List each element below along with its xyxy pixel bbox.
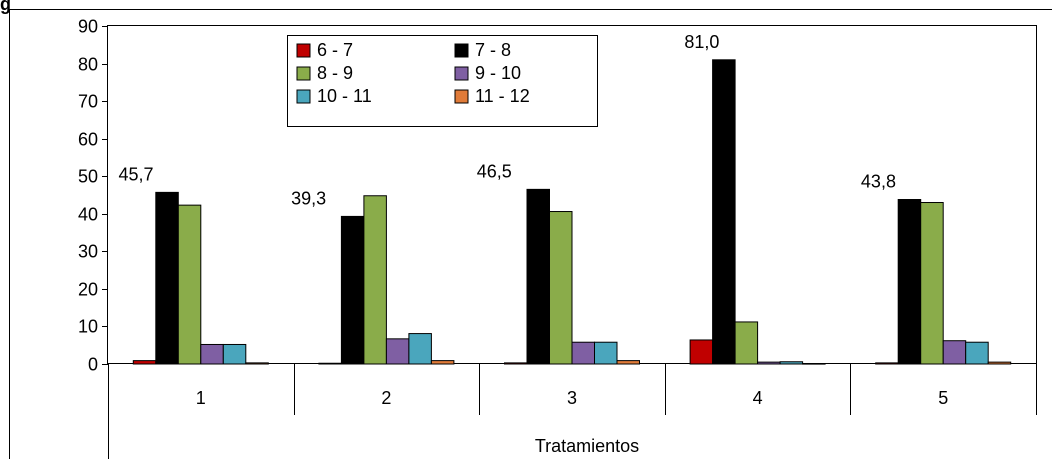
legend: 6 - 7 7 - 8 8 - 9 9 - 10 10 - 11 11 - 12 (287, 35, 598, 127)
bar-9-10-2 (385, 338, 410, 365)
bar-10-11-5 (965, 341, 989, 365)
legend-label: 9 - 10 (475, 63, 521, 83)
bar-7-8-2 (340, 215, 365, 365)
bar-9-10-1 (200, 343, 224, 365)
bar-7-8-1 (155, 191, 179, 365)
legend-swatch (454, 66, 469, 81)
x-tick-label: 4 (753, 388, 763, 408)
bar-8-9-1 (177, 204, 202, 365)
bar-6-7-3 (504, 362, 528, 365)
legend-label: 10 - 11 (317, 86, 372, 106)
y-tick-label: 40 (78, 205, 98, 225)
data-label: 46,5 (477, 161, 512, 181)
bar-9-10-3 (571, 341, 595, 365)
y-tick-label: 70 (78, 92, 98, 112)
y-axis: 0 10 20 30 40 50 60 70 80 90 (78, 17, 108, 375)
bar-10-11-1 (222, 343, 247, 365)
legend-label: 8 - 9 (317, 63, 353, 83)
data-label: 45,7 (119, 164, 154, 184)
bar-8-9-2 (363, 195, 387, 365)
legend-swatch (296, 43, 311, 58)
bar-6-7-2 (318, 362, 342, 365)
bar-7-8-4 (712, 59, 736, 365)
bar-11-12-5 (987, 361, 1012, 365)
x-axis-title: Tratamientos (535, 436, 639, 456)
x-tick-label: 3 (567, 388, 577, 408)
x-axis: 1 2 3 4 5 (108, 364, 1037, 459)
legend-swatch (296, 66, 311, 81)
chart-frame (9, 9, 1052, 459)
y-tick-label: 50 (78, 167, 98, 187)
bar-7-8-5 (897, 199, 922, 365)
bar-11-12-3 (616, 360, 640, 365)
legend-label: 6 - 7 (317, 40, 353, 60)
data-label: 81,0 (684, 32, 719, 52)
header-fragment: g (0, 0, 11, 14)
bar-8-9-3 (549, 211, 573, 365)
bar-11-12-2 (430, 360, 455, 365)
bar-8-9-4 (734, 321, 759, 365)
bar-7-8-3 (526, 188, 550, 365)
y-tick-label: 0 (88, 355, 98, 375)
legend-swatch (296, 89, 311, 104)
x-tick-label: 1 (196, 388, 206, 408)
bars (132, 59, 1012, 365)
bar-9-10-4 (757, 361, 781, 365)
bar-10-11-2 (408, 333, 432, 365)
legend-swatch (454, 89, 469, 104)
legend-label: 11 - 12 (475, 86, 530, 106)
y-tick-label: 20 (78, 280, 98, 300)
y-tick-label: 30 (78, 242, 98, 262)
bar-6-7-1 (132, 360, 157, 365)
bar-10-11-3 (594, 341, 618, 365)
y-tick-label: 90 (78, 17, 98, 37)
y-tick-label: 60 (78, 130, 98, 150)
legend-swatch (454, 43, 469, 58)
x-tick-label: 2 (381, 388, 391, 408)
bar-11-12-4 (802, 363, 826, 365)
legend-label: 7 - 8 (475, 40, 511, 60)
bar-8-9-5 (920, 202, 944, 365)
bar-6-7-5 (875, 362, 899, 365)
legend-box (287, 35, 598, 127)
bar-10-11-4 (779, 361, 804, 365)
data-labels: 45,7 39,3 46,5 81,0 43,8 (119, 32, 896, 209)
bar-11-12-1 (245, 362, 269, 365)
y-tick-label: 80 (78, 55, 98, 75)
x-tick-label: 5 (938, 388, 948, 408)
data-label: 43,8 (861, 172, 896, 192)
data-label: 39,3 (291, 188, 326, 208)
bar-9-10-5 (942, 340, 967, 365)
bar-6-7-4 (689, 339, 714, 365)
y-tick-label: 10 (78, 317, 98, 337)
